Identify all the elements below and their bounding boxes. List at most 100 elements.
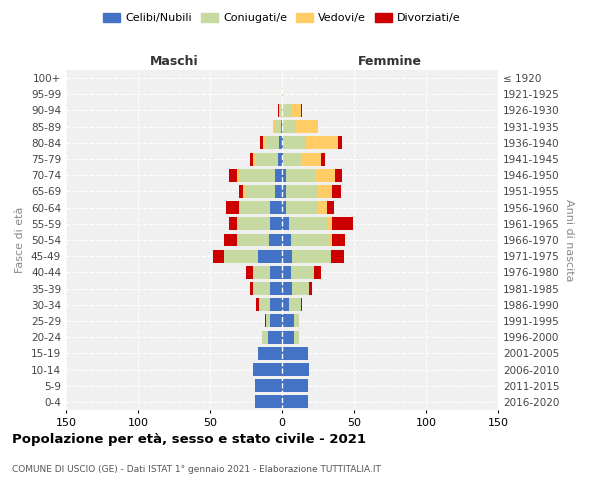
- Bar: [239, 185, 243, 198]
- Bar: [282, 250, 292, 262]
- Bar: [269, 234, 282, 246]
- Bar: [338, 136, 343, 149]
- Bar: [266, 136, 279, 149]
- Bar: [289, 298, 301, 311]
- Bar: [293, 314, 299, 328]
- Bar: [282, 120, 296, 133]
- Bar: [307, 136, 338, 149]
- Bar: [239, 169, 275, 181]
- Bar: [243, 185, 246, 198]
- Bar: [250, 152, 253, 166]
- Bar: [271, 314, 282, 328]
- Bar: [282, 396, 308, 408]
- Bar: [274, 120, 275, 133]
- Bar: [226, 201, 239, 214]
- Bar: [301, 152, 321, 166]
- Bar: [246, 266, 253, 279]
- Bar: [271, 266, 282, 279]
- Bar: [282, 218, 289, 230]
- Bar: [271, 282, 282, 295]
- Bar: [282, 104, 290, 117]
- Bar: [328, 218, 332, 230]
- Bar: [282, 379, 308, 392]
- Bar: [283, 152, 301, 166]
- Bar: [290, 266, 314, 279]
- Bar: [282, 88, 283, 101]
- Bar: [259, 298, 271, 311]
- Bar: [229, 218, 238, 230]
- Y-axis label: Fasce di età: Fasce di età: [16, 207, 25, 273]
- Bar: [278, 104, 279, 117]
- Bar: [332, 218, 353, 230]
- Bar: [293, 330, 299, 344]
- Bar: [282, 185, 286, 198]
- Bar: [275, 120, 281, 133]
- Bar: [250, 282, 253, 295]
- Bar: [318, 201, 326, 214]
- Bar: [253, 152, 256, 166]
- Bar: [256, 152, 278, 166]
- Bar: [224, 250, 257, 262]
- Bar: [331, 250, 344, 262]
- Bar: [260, 136, 263, 149]
- Bar: [279, 136, 282, 149]
- Bar: [224, 234, 238, 246]
- Bar: [310, 282, 312, 295]
- Text: Femmine: Femmine: [358, 54, 422, 68]
- Bar: [256, 298, 259, 311]
- Bar: [265, 314, 266, 328]
- Bar: [282, 347, 308, 360]
- Bar: [329, 234, 332, 246]
- Bar: [290, 104, 301, 117]
- Bar: [279, 104, 282, 117]
- Bar: [238, 234, 269, 246]
- Bar: [296, 120, 318, 133]
- Bar: [268, 330, 282, 344]
- Bar: [271, 218, 282, 230]
- Bar: [315, 169, 335, 181]
- Bar: [253, 363, 282, 376]
- Y-axis label: Anni di nascita: Anni di nascita: [563, 198, 574, 281]
- Text: Maschi: Maschi: [149, 54, 199, 68]
- Bar: [282, 169, 286, 181]
- Bar: [257, 347, 282, 360]
- Bar: [229, 169, 238, 181]
- Bar: [321, 152, 325, 166]
- Bar: [271, 201, 282, 214]
- Bar: [318, 185, 332, 198]
- Bar: [254, 396, 282, 408]
- Text: COMUNE DI USCIO (GE) - Dati ISTAT 1° gennaio 2021 - Elaborazione TUTTITALIA.IT: COMUNE DI USCIO (GE) - Dati ISTAT 1° gen…: [12, 466, 381, 474]
- Bar: [335, 169, 343, 181]
- Bar: [238, 169, 239, 181]
- Bar: [281, 120, 282, 133]
- Bar: [332, 234, 346, 246]
- Bar: [254, 379, 282, 392]
- Bar: [282, 152, 283, 166]
- Bar: [282, 330, 293, 344]
- Bar: [286, 169, 315, 181]
- Bar: [282, 314, 293, 328]
- Bar: [286, 201, 318, 214]
- Bar: [253, 266, 271, 279]
- Legend: Celibi/Nubili, Coniugati/e, Vedovi/e, Divorziati/e: Celibi/Nubili, Coniugati/e, Vedovi/e, Di…: [99, 8, 465, 28]
- Bar: [332, 185, 341, 198]
- Bar: [282, 136, 283, 149]
- Bar: [246, 185, 275, 198]
- Bar: [239, 201, 271, 214]
- Bar: [257, 250, 282, 262]
- Bar: [282, 282, 292, 295]
- Bar: [213, 250, 224, 262]
- Bar: [262, 330, 268, 344]
- Bar: [282, 234, 290, 246]
- Bar: [301, 104, 302, 117]
- Text: Popolazione per età, sesso e stato civile - 2021: Popolazione per età, sesso e stato civil…: [12, 432, 366, 446]
- Bar: [278, 152, 282, 166]
- Bar: [286, 185, 318, 198]
- Bar: [271, 298, 282, 311]
- Bar: [292, 282, 310, 295]
- Bar: [266, 314, 271, 328]
- Bar: [275, 185, 282, 198]
- Bar: [282, 298, 289, 311]
- Bar: [292, 250, 331, 262]
- Bar: [283, 136, 307, 149]
